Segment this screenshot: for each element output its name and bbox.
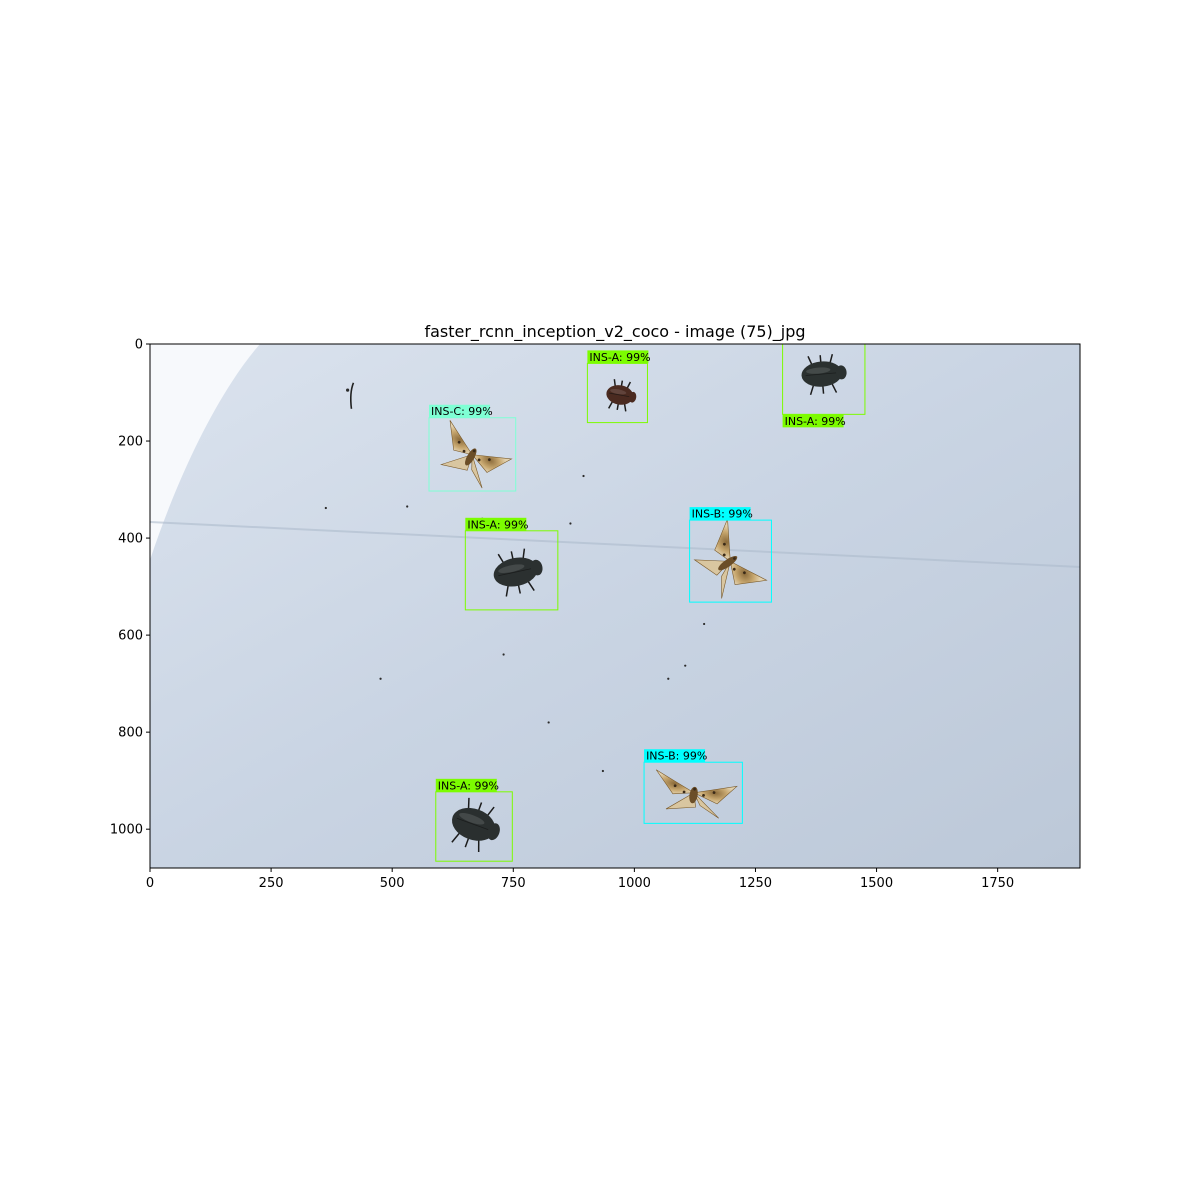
detection-box-ins-c: INS-C: 99%	[428, 404, 517, 492]
detection-box-ins-a: INS-A: 99%	[782, 344, 866, 428]
debris-speck	[703, 622, 706, 626]
debris-speck	[379, 677, 382, 680]
moth-specimen	[440, 420, 513, 489]
y-axis: 0 200 400 600 800 1000	[110, 338, 150, 838]
y-tick-label: 200	[118, 435, 143, 450]
detection-label: INS-A: 99%	[589, 351, 650, 364]
label-background	[429, 404, 490, 418]
detection-box-ins-a: INS-A: 99%	[586, 350, 651, 424]
beetle-specimen	[801, 353, 847, 396]
label-background	[689, 507, 751, 521]
label-background	[587, 350, 649, 364]
debris-speck	[346, 388, 350, 392]
detection-label: INS-A: 99%	[467, 518, 528, 531]
detection-label: INS-A: 99%	[438, 779, 499, 792]
x-tick-label: 750	[501, 876, 526, 891]
y-tick-label: 1000	[110, 823, 143, 838]
debris-speck	[547, 721, 550, 724]
debris-speck	[667, 677, 670, 680]
y-tick-label: 400	[118, 532, 143, 547]
x-tick-label: 1000	[618, 876, 651, 891]
detection-label: INS-C: 99%	[431, 405, 493, 418]
detection-box-ins-a: INS-A: 99%	[464, 517, 559, 611]
debris-speck	[324, 506, 327, 510]
x-tick-label: 1250	[739, 876, 772, 891]
label-background	[782, 414, 844, 428]
cardboard-seam	[150, 521, 1080, 568]
debris-speck	[582, 474, 585, 478]
x-tick-label: 0	[146, 876, 154, 891]
image-axes: INS-A: 99% INS-A: 99% INS-C: 99% INS-A: 99%…	[110, 338, 1081, 891]
x-tick-label: 500	[380, 876, 405, 891]
axes-frame	[149, 343, 1081, 869]
debris-fiber	[349, 382, 355, 409]
y-tick-label: 0	[135, 338, 143, 353]
debris-speck	[502, 653, 505, 656]
label-background	[644, 749, 706, 763]
beetle-specimen	[606, 379, 637, 412]
detection-box-ins-b: INS-B: 99%	[689, 507, 772, 603]
label-background	[465, 517, 527, 531]
x-axis: 0 250 500 750 1000 1250 1500 1750	[146, 868, 1014, 891]
y-tick-label: 600	[118, 629, 143, 644]
beetle-specimen	[451, 797, 500, 852]
photo-background	[150, 344, 1080, 868]
y-tick-label: 800	[118, 726, 143, 741]
detection-box-ins-a: INS-A: 99%	[435, 778, 513, 862]
debris-speck	[684, 664, 687, 667]
debris-speck	[569, 522, 572, 525]
x-tick-label: 1750	[981, 876, 1014, 891]
detection-label: INS-A: 99%	[785, 415, 846, 428]
detection-label: INS-B: 99%	[692, 508, 753, 521]
figure-title: faster_rcnn_inception_v2_coco - image (7…	[424, 322, 805, 342]
x-tick-label: 1500	[860, 876, 893, 891]
debris-speck	[601, 769, 604, 773]
beetle-specimen	[493, 548, 543, 597]
debris-speck	[406, 505, 409, 508]
moth-specimen	[655, 769, 738, 819]
photo-glare	[150, 344, 260, 560]
x-tick-label: 250	[259, 876, 284, 891]
detection-label: INS-B: 99%	[646, 750, 707, 763]
moth-specimen	[693, 518, 768, 599]
insects	[440, 353, 847, 852]
detection-box-ins-b: INS-B: 99%	[643, 749, 743, 824]
label-background	[435, 778, 497, 792]
detections: INS-A: 99% INS-A: 99% INS-C: 99% INS-A: 99%…	[428, 344, 866, 862]
